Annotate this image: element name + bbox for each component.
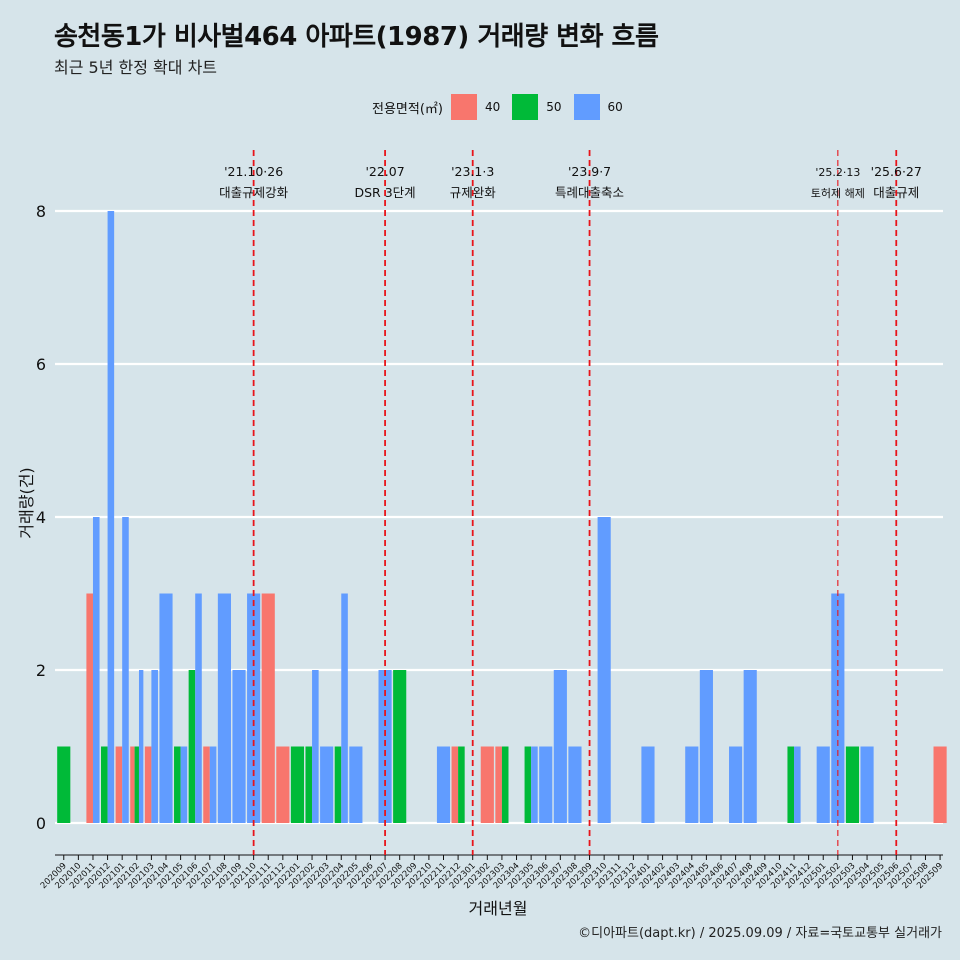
bar-60-202103 bbox=[151, 670, 158, 823]
bar-60-202501 bbox=[816, 746, 830, 823]
bar-50-202106 bbox=[188, 670, 196, 823]
event-name-label: 대출규제 bbox=[873, 185, 919, 200]
bar-50-202201 bbox=[290, 746, 305, 823]
source-caption: ©디아파트(dapt.kr) / 2025.09.09 / 자료=국토교통부 실… bbox=[578, 926, 942, 941]
bar-60-202211 bbox=[436, 746, 451, 823]
bar-60-202108 bbox=[217, 593, 231, 823]
event-date-label: '23.1·3 bbox=[451, 164, 494, 179]
bar-40-202101 bbox=[115, 746, 123, 823]
legend: 전용면적(㎡) 40 50 60 bbox=[372, 93, 635, 121]
y-tick-label: 6 bbox=[36, 355, 46, 374]
y-axis-title: 거래량(건) bbox=[17, 467, 36, 538]
bar-60-202407 bbox=[729, 746, 743, 823]
bar-40-202111 bbox=[261, 593, 275, 823]
bar-60-202011 bbox=[92, 517, 100, 823]
bar-60-202405 bbox=[699, 670, 713, 823]
bar-60-202404 bbox=[685, 746, 699, 823]
bar-40-202509 bbox=[933, 746, 947, 823]
event-name-label: 대출규제강화 bbox=[219, 185, 289, 200]
bar-60-202310 bbox=[597, 517, 611, 823]
bar-40-202112 bbox=[276, 746, 290, 823]
legend-swatch-40 bbox=[450, 94, 477, 120]
bar-40-202302 bbox=[480, 746, 494, 823]
y-tick-label: 4 bbox=[36, 508, 46, 527]
bar-50-202012 bbox=[101, 746, 108, 823]
legend-item-60: 60 bbox=[573, 94, 623, 120]
bar-50-202503 bbox=[845, 746, 860, 823]
chart-subtitle: 최근 5년 한정 확대 차트 bbox=[54, 58, 218, 77]
y-tick-label: 8 bbox=[36, 202, 46, 221]
event-date-label: '23.9·7 bbox=[568, 164, 611, 179]
bar-60-202204 bbox=[341, 593, 348, 823]
bar-60-202502 bbox=[831, 593, 845, 823]
bar-40-202107 bbox=[203, 746, 210, 823]
bar-40-202103 bbox=[144, 746, 152, 823]
legend-swatch-50 bbox=[512, 94, 539, 120]
bar-60-202401 bbox=[641, 746, 655, 823]
legend-swatch-60 bbox=[573, 94, 600, 120]
bar-50-202212 bbox=[458, 746, 465, 823]
bar-60-202305 bbox=[531, 746, 538, 823]
bar-60-202306 bbox=[539, 746, 553, 823]
bar-60-202207 bbox=[378, 670, 392, 823]
bar-50-202204 bbox=[334, 746, 342, 823]
bar-60-202104 bbox=[159, 593, 173, 823]
chart-title: 송천동1가 비사벌464 아파트(1987) 거래량 변화 흐름 bbox=[54, 22, 659, 52]
bar-50-202303 bbox=[501, 746, 509, 823]
bar-60-202012 bbox=[107, 211, 115, 823]
bar-50-202208 bbox=[393, 670, 407, 823]
bar-40-202212 bbox=[451, 746, 459, 823]
legend-label-40: 40 bbox=[484, 100, 501, 114]
bar-60-202205 bbox=[349, 746, 363, 823]
legend-label-60: 60 bbox=[607, 100, 623, 114]
y-tick-label: 0 bbox=[36, 814, 46, 833]
bar-60-202411 bbox=[794, 746, 801, 823]
legend-item-40: 40 bbox=[450, 94, 501, 120]
bar-50-202009 bbox=[57, 746, 71, 823]
bar-60-202102 bbox=[138, 670, 144, 823]
bar-50-202102 bbox=[134, 746, 139, 823]
legend-label-50: 50 bbox=[546, 100, 562, 114]
event-name-label: DSR 3단계 bbox=[354, 185, 415, 200]
bar-60-202109 bbox=[232, 670, 246, 823]
event-date-label: '25.6·27 bbox=[871, 164, 922, 179]
y-tick-label: 2 bbox=[36, 661, 46, 680]
bar-40-202102 bbox=[130, 746, 135, 823]
event-name-label: 토허제 해제 bbox=[811, 186, 865, 200]
bar-60-202308 bbox=[568, 746, 582, 823]
bar-40-202303 bbox=[495, 746, 502, 823]
bar-60-202106 bbox=[195, 593, 202, 823]
event-name-label: 특례대출축소 bbox=[555, 185, 624, 200]
bar-40-202011 bbox=[86, 593, 93, 823]
legend-item-50: 50 bbox=[512, 94, 562, 120]
bar-50-202411 bbox=[787, 746, 795, 823]
bar-60-202202 bbox=[312, 670, 319, 823]
bar-60-202101 bbox=[122, 517, 129, 823]
bar-50-202202 bbox=[305, 746, 313, 823]
event-date-label: '22.07 bbox=[365, 164, 404, 179]
bar-60-202105 bbox=[180, 746, 188, 823]
bar-50-202105 bbox=[174, 746, 181, 823]
legend-title: 전용면적(㎡) bbox=[372, 101, 443, 117]
bar-60-202408 bbox=[743, 670, 757, 823]
bar-60-202107 bbox=[209, 746, 217, 823]
event-date-label: '21.10·26 bbox=[224, 164, 283, 179]
bar-60-202110 bbox=[247, 593, 261, 823]
bar-60-202203 bbox=[320, 746, 334, 823]
event-name-label: 규제완화 bbox=[450, 185, 497, 200]
event-date-label: '25.2·13 bbox=[815, 166, 860, 179]
bar-60-202307 bbox=[553, 670, 567, 823]
bar-60-202504 bbox=[860, 746, 874, 823]
x-axis-title: 거래년월 bbox=[469, 899, 528, 918]
bar-50-202305 bbox=[524, 746, 532, 823]
